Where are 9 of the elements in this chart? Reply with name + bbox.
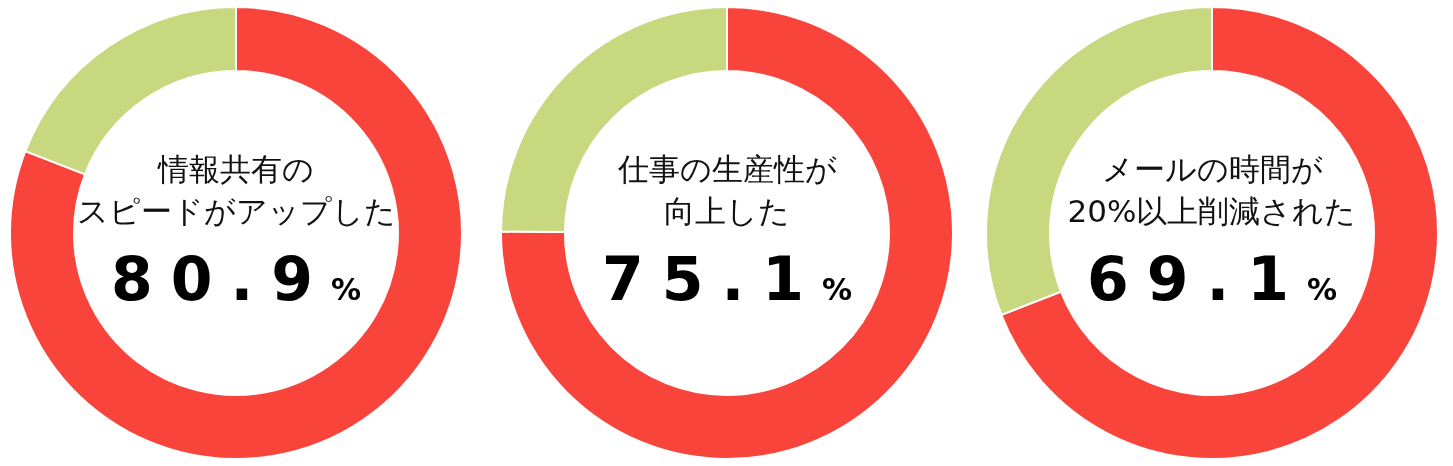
- text: 仕事の生産性が: [616, 151, 837, 187]
- text: メールの時間が: [1101, 151, 1323, 187]
- data-label: 69.1%: [1086, 244, 1338, 314]
- text: 20%以上削減された: [1067, 193, 1357, 229]
- data-label: 80.9%: [110, 244, 362, 314]
- text: 情報共有の: [157, 151, 314, 187]
- text: スピードがアップした: [76, 193, 396, 229]
- text: 向上した: [664, 193, 790, 229]
- data-label: 75.1%: [601, 244, 853, 314]
